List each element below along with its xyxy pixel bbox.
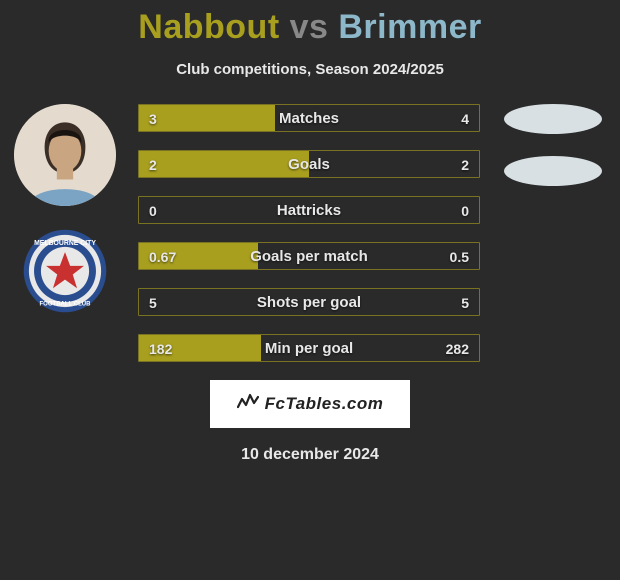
player2-column bbox=[498, 104, 608, 186]
player2-name: Brimmer bbox=[338, 8, 481, 46]
stat-row: 0.67Goals per match0.5 bbox=[138, 242, 480, 270]
stat-label: Goals per match bbox=[139, 243, 479, 269]
stat-value-right: 4 bbox=[451, 105, 479, 131]
player1-column: MELBOURNE CITY FOOTBALL CLUB bbox=[10, 104, 120, 314]
stat-value-right: 0.5 bbox=[440, 243, 479, 269]
page-title: Nabbout vs Brimmer bbox=[0, 0, 620, 47]
stat-value-right: 0 bbox=[451, 197, 479, 223]
stat-value-right: 2 bbox=[451, 151, 479, 177]
stat-row: 182Min per goal282 bbox=[138, 334, 480, 362]
subtitle: Club competitions, Season 2024/2025 bbox=[0, 61, 620, 78]
svg-text:MELBOURNE CITY: MELBOURNE CITY bbox=[34, 240, 96, 247]
stat-label: Matches bbox=[139, 105, 479, 131]
stat-label: Min per goal bbox=[139, 335, 479, 361]
stat-value-right: 5 bbox=[451, 289, 479, 315]
vs-label: vs bbox=[290, 8, 329, 46]
stat-label: Goals bbox=[139, 151, 479, 177]
stat-row: 2Goals2 bbox=[138, 150, 480, 178]
stat-label: Hattricks bbox=[139, 197, 479, 223]
stat-bars: 3Matches4 2Goals2 0Hattricks0 0.67Goals per… bbox=[138, 104, 480, 362]
player2-club-placeholder bbox=[504, 156, 602, 186]
stat-value-right: 282 bbox=[436, 335, 479, 361]
player1-name: Nabbout bbox=[138, 8, 279, 46]
svg-text:FOOTBALL CLUB: FOOTBALL CLUB bbox=[39, 301, 91, 307]
player1-club-badge: MELBOURNE CITY FOOTBALL CLUB bbox=[22, 228, 108, 314]
stat-label: Shots per goal bbox=[139, 289, 479, 315]
logo-icon bbox=[237, 393, 259, 416]
site-label: FcTables.com bbox=[265, 394, 384, 414]
player1-avatar bbox=[14, 104, 116, 206]
site-logo: FcTables.com bbox=[210, 380, 410, 428]
stat-row: 3Matches4 bbox=[138, 104, 480, 132]
comparison-chart: MELBOURNE CITY FOOTBALL CLUB 3Matches42G… bbox=[0, 104, 620, 362]
stat-row: 5Shots per goal5 bbox=[138, 288, 480, 316]
player2-avatar-placeholder bbox=[504, 104, 602, 134]
date-label: 10 december 2024 bbox=[0, 446, 620, 464]
stat-row: 0Hattricks0 bbox=[138, 196, 480, 224]
